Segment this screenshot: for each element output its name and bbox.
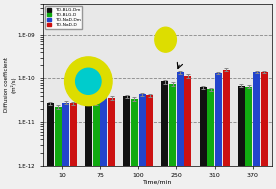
Bar	[253, 72, 260, 189]
Bar	[245, 87, 253, 189]
Circle shape	[65, 57, 112, 106]
Bar	[146, 95, 153, 189]
Bar	[200, 88, 207, 189]
Bar	[261, 72, 268, 189]
Bar	[177, 72, 184, 189]
Bar	[131, 99, 138, 189]
Bar	[123, 96, 130, 189]
Bar	[207, 89, 214, 189]
Circle shape	[76, 68, 101, 94]
Bar	[169, 84, 176, 189]
Bar	[70, 103, 77, 189]
Bar	[62, 103, 69, 189]
Bar	[47, 103, 54, 189]
Bar	[55, 107, 62, 189]
Bar	[85, 97, 92, 189]
Bar	[238, 86, 245, 189]
Bar	[108, 98, 115, 189]
Bar	[222, 70, 230, 189]
Legend: TO-BLG-Dm, TO-BLG-D, TO-NaD-Dm, TO-NaD-D: TO-BLG-Dm, TO-BLG-D, TO-NaD-Dm, TO-NaD-D	[45, 6, 83, 29]
Bar	[215, 73, 222, 189]
Circle shape	[155, 27, 176, 52]
Bar	[100, 96, 107, 189]
Bar	[184, 76, 191, 189]
Bar	[139, 94, 145, 189]
Bar	[93, 103, 100, 189]
X-axis label: Time/min: Time/min	[143, 180, 172, 185]
Bar	[161, 81, 168, 189]
Y-axis label: Diffusion coefficient
(m²/s): Diffusion coefficient (m²/s)	[4, 57, 16, 112]
